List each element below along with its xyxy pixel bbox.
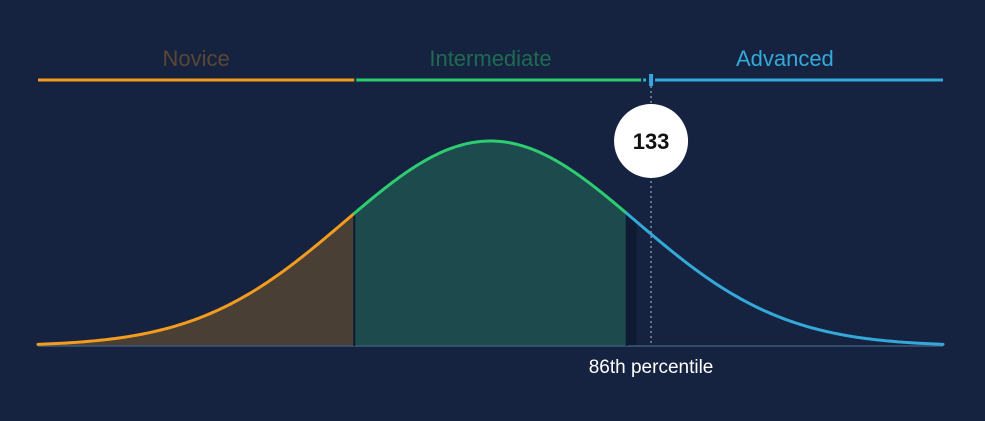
- band-label-intermediate: Intermediate: [429, 46, 551, 71]
- curve-novice: [36, 211, 356, 346]
- band-area-novice: [38, 213, 355, 346]
- score-bubble: [614, 104, 689, 178]
- curve-intermediate: [352, 139, 629, 215]
- band-label-novice: Novice: [163, 46, 230, 71]
- score-value: 133: [633, 129, 670, 154]
- band-area-intermediate: [354, 141, 627, 346]
- marker-tick: [649, 74, 654, 86]
- curve-advanced: [625, 211, 945, 346]
- percentile-label: 86th percentile: [589, 357, 714, 378]
- band-label-advanced: Advanced: [736, 46, 834, 71]
- band-gap: [626, 213, 637, 346]
